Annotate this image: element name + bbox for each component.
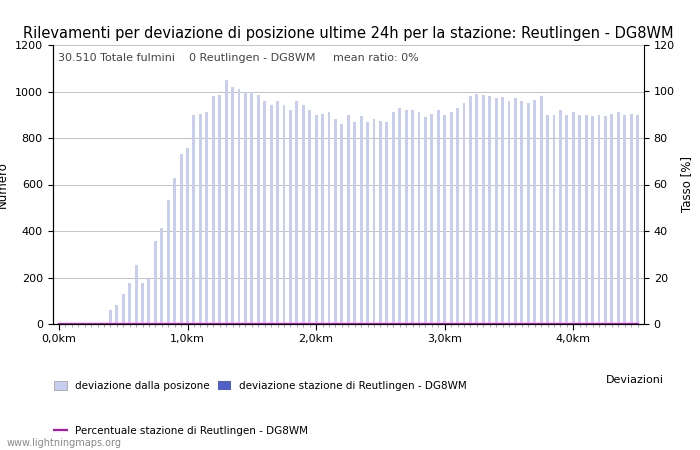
Bar xyxy=(424,117,427,324)
Bar xyxy=(308,110,311,324)
Bar xyxy=(96,323,99,324)
Bar xyxy=(405,110,407,324)
Bar xyxy=(244,91,247,324)
Bar xyxy=(276,101,279,324)
Bar xyxy=(437,110,440,324)
Bar xyxy=(386,122,389,324)
Bar xyxy=(559,110,562,324)
Bar xyxy=(212,96,215,324)
Bar xyxy=(501,97,504,324)
Bar xyxy=(540,96,542,324)
Bar xyxy=(456,108,459,324)
Legend: deviazione dalla posizone, deviazione stazione di Reutlingen - DG8WM: deviazione dalla posizone, deviazione st… xyxy=(54,381,467,391)
Bar xyxy=(57,323,60,324)
Bar xyxy=(102,323,106,324)
Bar xyxy=(411,110,414,324)
Bar xyxy=(617,112,620,324)
Bar xyxy=(495,99,498,324)
Bar xyxy=(610,113,613,324)
Bar xyxy=(116,306,118,324)
Bar xyxy=(270,105,272,324)
Bar xyxy=(154,242,157,324)
Bar xyxy=(366,122,369,324)
Bar xyxy=(346,115,350,324)
Text: Deviazioni: Deviazioni xyxy=(606,375,664,385)
Legend: Percentuale stazione di Reutlingen - DG8WM: Percentuale stazione di Reutlingen - DG8… xyxy=(54,426,308,436)
Bar xyxy=(463,103,466,324)
Bar xyxy=(475,94,478,324)
Bar xyxy=(173,177,176,324)
Bar xyxy=(251,91,253,324)
Bar xyxy=(546,115,549,324)
Bar xyxy=(148,278,150,324)
Bar xyxy=(552,115,555,324)
Bar xyxy=(283,105,286,324)
Bar xyxy=(122,294,125,324)
Text: www.lightningmaps.org: www.lightningmaps.org xyxy=(7,438,122,448)
Bar xyxy=(443,115,446,324)
Bar xyxy=(508,101,510,324)
Bar xyxy=(533,99,536,324)
Bar xyxy=(218,95,221,324)
Bar xyxy=(584,115,587,324)
Bar xyxy=(257,95,260,324)
Bar xyxy=(199,113,202,324)
Bar xyxy=(527,103,530,324)
Bar xyxy=(379,121,382,324)
Bar xyxy=(263,101,266,324)
Bar xyxy=(591,116,594,324)
Bar xyxy=(578,115,581,324)
Bar xyxy=(354,122,356,324)
Bar xyxy=(449,112,453,324)
Bar xyxy=(315,115,318,324)
Bar xyxy=(469,96,472,324)
Bar xyxy=(604,116,607,324)
Bar xyxy=(225,80,228,324)
Bar xyxy=(193,115,195,324)
Bar xyxy=(231,87,234,324)
Bar xyxy=(488,96,491,324)
Bar xyxy=(520,101,524,324)
Bar xyxy=(289,110,292,324)
Bar xyxy=(514,99,517,324)
Bar xyxy=(566,115,568,324)
Bar xyxy=(360,116,363,324)
Title: Rilevamenti per deviazione di posizione ultime 24h per la stazione: Reutlingen -: Rilevamenti per deviazione di posizione … xyxy=(23,26,673,41)
Bar xyxy=(372,119,375,324)
Y-axis label: Numero: Numero xyxy=(0,161,9,208)
Bar xyxy=(141,284,144,324)
Bar xyxy=(334,119,337,324)
Text: 30.510 Totale fulmini    0 Reutlingen - DG8WM     mean ratio: 0%: 30.510 Totale fulmini 0 Reutlingen - DG8… xyxy=(58,54,419,63)
Bar xyxy=(340,124,343,324)
Bar xyxy=(598,115,601,324)
Bar xyxy=(321,113,324,324)
Bar xyxy=(180,154,183,324)
Bar xyxy=(430,113,433,324)
Y-axis label: Tasso [%]: Tasso [%] xyxy=(680,157,694,212)
Bar xyxy=(237,89,240,324)
Bar xyxy=(623,115,626,324)
Bar xyxy=(186,148,189,324)
Bar xyxy=(160,228,163,324)
Bar xyxy=(90,323,92,324)
Bar xyxy=(205,112,209,324)
Bar xyxy=(328,112,330,324)
Bar xyxy=(295,101,298,324)
Bar xyxy=(167,200,169,324)
Bar xyxy=(398,108,401,324)
Bar xyxy=(128,284,131,324)
Bar xyxy=(482,95,484,324)
Bar xyxy=(302,105,304,324)
Bar xyxy=(636,115,639,324)
Bar xyxy=(630,113,633,324)
Bar xyxy=(134,265,137,324)
Bar xyxy=(109,310,112,324)
Bar xyxy=(392,112,395,324)
Bar xyxy=(417,112,421,324)
Bar xyxy=(572,112,575,324)
